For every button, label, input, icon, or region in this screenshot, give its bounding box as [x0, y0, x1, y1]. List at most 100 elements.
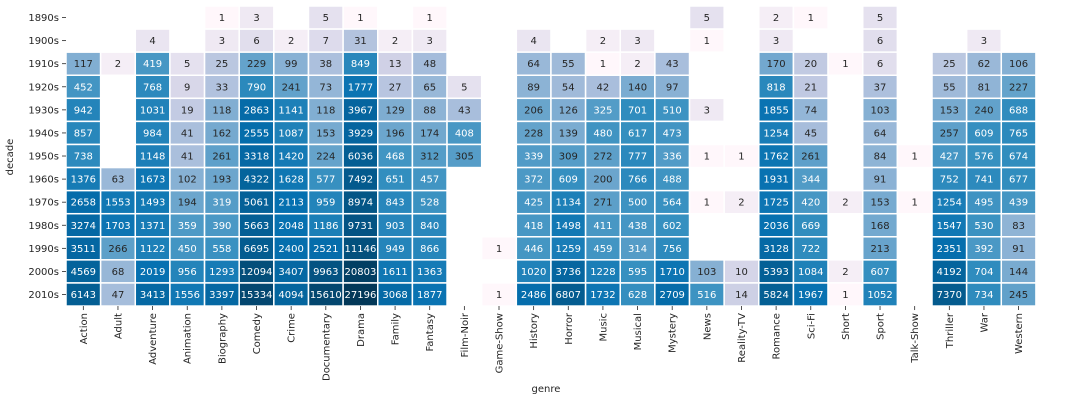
- cell-value-label: 1: [842, 290, 848, 301]
- heatmap-cell: [411, 282, 448, 307]
- cell-value-label: 2351: [937, 244, 962, 255]
- cell-value-label: 942: [74, 105, 93, 116]
- cell-value-label: 609: [559, 175, 578, 186]
- cell-value-label: 903: [386, 221, 405, 232]
- cell-value-label: 1777: [348, 82, 373, 93]
- cell-value-label: 118: [212, 105, 231, 116]
- cell-value-label: 117: [74, 59, 93, 70]
- cell-value-label: 168: [870, 221, 889, 232]
- cell-value-label: 1141: [278, 105, 303, 116]
- cell-value-label: 64: [874, 128, 887, 139]
- cell-value-label: 319: [212, 198, 231, 209]
- cell-value-label: 446: [524, 244, 543, 255]
- cell-value-label: 153: [316, 128, 335, 139]
- cell-value-label: 1: [427, 13, 433, 24]
- cell-value-label: 47: [112, 290, 125, 301]
- cell-value-label: 688: [1009, 105, 1028, 116]
- cell-value-label: 392: [974, 244, 993, 255]
- cell-value-label: 1259: [556, 244, 581, 255]
- cell-value-label: 1493: [140, 198, 165, 209]
- cell-value-label: 14: [735, 290, 748, 301]
- y-tick-label: 2010s: [28, 290, 59, 301]
- cell-value-label: 37: [874, 82, 887, 93]
- cell-value-label: 74: [804, 105, 817, 116]
- cell-value-label: 54: [562, 82, 575, 93]
- cell-value-label: 1: [496, 290, 502, 301]
- cell-value-label: 106: [1009, 59, 1028, 70]
- x-tick-label: Music: [598, 313, 609, 341]
- cell-value-label: 3318: [244, 152, 269, 163]
- cell-value-label: 3128: [763, 244, 788, 255]
- cell-value-label: 73: [319, 82, 332, 93]
- cell-value-label: 2555: [244, 128, 269, 139]
- cell-value-label: 325: [593, 105, 612, 116]
- cell-value-label: 528: [420, 198, 439, 209]
- cell-value-label: 602: [663, 221, 682, 232]
- cell-value-label: 1: [600, 59, 606, 70]
- cell-value-label: 1967: [798, 290, 823, 301]
- cell-value-label: 6: [253, 36, 259, 47]
- cell-value-label: 420: [801, 198, 820, 209]
- y-tick-label: 1980s: [28, 221, 59, 232]
- heatmap-cell: [688, 28, 725, 53]
- cell-value-label: 5: [184, 59, 190, 70]
- cell-value-label: 38: [319, 59, 332, 70]
- cell-value-label: 91: [874, 175, 887, 186]
- cell-value-label: 5663: [244, 221, 269, 232]
- x-tick-label: Sport: [876, 313, 887, 340]
- x-axis-label: genre: [532, 384, 561, 395]
- cell-value-label: 31: [354, 36, 367, 47]
- cell-value-label: 3407: [278, 267, 303, 278]
- cell-value-label: 427: [940, 152, 959, 163]
- cell-value-label: 3: [219, 36, 225, 47]
- cell-value-label: 25: [216, 59, 229, 70]
- cell-value-label: 2: [738, 198, 744, 209]
- cell-value-label: 452: [74, 82, 93, 93]
- cell-value-label: 738: [74, 152, 93, 163]
- cell-value-label: 1228: [590, 267, 615, 278]
- cell-value-label: 63: [112, 175, 125, 186]
- cell-value-label: 3: [634, 36, 640, 47]
- cell-value-label: 25: [943, 59, 956, 70]
- cell-value-label: 309: [559, 152, 578, 163]
- cell-value-label: 12094: [241, 267, 273, 278]
- cell-value-label: 1: [808, 13, 814, 24]
- cell-value-label: 272: [593, 152, 612, 163]
- cell-value-label: 7: [323, 36, 329, 47]
- cell-value-label: 3: [773, 36, 779, 47]
- cell-value-label: 43: [458, 105, 471, 116]
- cell-value-label: 1710: [659, 267, 684, 278]
- cell-value-label: 1020: [521, 267, 546, 278]
- cell-value-label: 9731: [348, 221, 373, 232]
- y-tick-label: 1960s: [28, 175, 59, 186]
- cell-value-label: 305: [455, 152, 474, 163]
- cell-value-label: 677: [1009, 175, 1028, 186]
- cell-value-label: 576: [974, 152, 993, 163]
- cell-value-label: 1855: [763, 105, 788, 116]
- x-tick-label: Animation: [183, 313, 194, 364]
- x-tick-label: News: [702, 313, 713, 340]
- cell-value-label: 459: [593, 244, 612, 255]
- cell-value-label: 200: [593, 175, 612, 186]
- cell-value-label: 651: [386, 175, 405, 186]
- cell-value-label: 766: [628, 175, 647, 186]
- cell-value-label: 139: [559, 128, 578, 139]
- cell-value-label: 1553: [105, 198, 130, 209]
- cell-value-label: 2521: [313, 244, 338, 255]
- cell-value-label: 206: [524, 105, 543, 116]
- cell-value-label: 62: [978, 59, 991, 70]
- cell-value-label: 3736: [556, 267, 581, 278]
- cell-value-label: 5824: [763, 290, 788, 301]
- cell-value-label: 20: [804, 59, 817, 70]
- cell-value-label: 2486: [521, 290, 546, 301]
- x-tick-label: Crime: [287, 313, 298, 343]
- cell-value-label: 1: [704, 198, 710, 209]
- cell-value-label: 372: [524, 175, 543, 186]
- cell-value-label: 81: [978, 82, 991, 93]
- cell-value-label: 339: [524, 152, 543, 163]
- cell-value-label: 312: [420, 152, 439, 163]
- cell-value-label: 439: [1009, 198, 1028, 209]
- heatmap-cell: [861, 282, 899, 307]
- cell-value-label: 1: [738, 152, 744, 163]
- cell-value-label: 1254: [763, 128, 788, 139]
